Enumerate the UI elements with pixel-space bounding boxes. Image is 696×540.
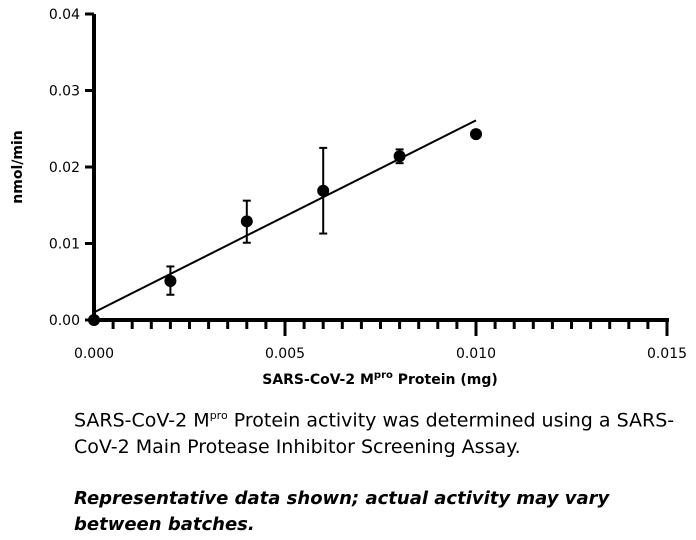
y-tick-label: 0.00 xyxy=(49,313,80,329)
data-point xyxy=(240,215,253,228)
y-tick-label: 0.03 xyxy=(49,84,80,100)
x-tick-label: 0.010 xyxy=(456,346,496,362)
y-tick-label: 0.01 xyxy=(49,237,80,253)
caption: SARS-CoV-2 Mpro Protein activity was det… xyxy=(74,409,675,459)
data-point xyxy=(393,150,406,163)
x-tick-label: 0.000 xyxy=(74,346,114,362)
y-axis-label: nmol/min xyxy=(10,130,26,203)
y-tick-label: 0.02 xyxy=(49,160,80,176)
data-point xyxy=(317,184,330,197)
x-tick-label: 0.005 xyxy=(265,346,305,362)
chart: 0.00 0.01 0.02 0.03 0.04 0.000 0.005 0.010 0.015… xyxy=(10,7,687,388)
y-tick-label: 0.04 xyxy=(49,7,80,23)
data-point xyxy=(470,128,482,141)
x-axis-label: SARS-CoV-2 Mpro Protein (mg) xyxy=(262,370,498,388)
disclaimer-note: Representative data shown; actual activi… xyxy=(74,488,610,535)
data-point xyxy=(164,274,177,287)
data-point xyxy=(88,314,100,326)
x-tick-label: 0.015 xyxy=(647,346,687,362)
fit-line xyxy=(93,119,477,314)
